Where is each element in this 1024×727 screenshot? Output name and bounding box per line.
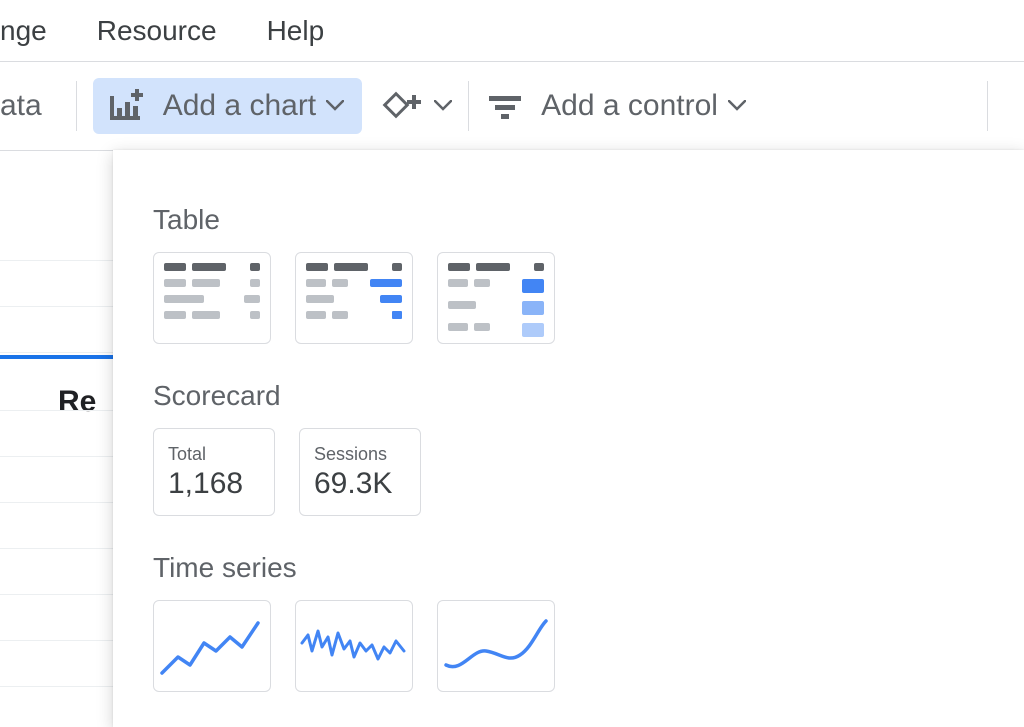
chevron-down-icon: [728, 100, 746, 112]
menu-item-help[interactable]: Help: [267, 15, 325, 47]
add-data-button[interactable]: ata: [0, 89, 60, 123]
chart-type-scorecard-compact[interactable]: Sessions 69.3K: [299, 428, 421, 516]
add-chart-label: Add a chart: [163, 89, 316, 123]
menubar: nge Resource Help: [0, 0, 1024, 62]
chart-category-title: Scorecard: [153, 380, 984, 412]
chart-type-table[interactable]: [153, 252, 271, 344]
chart-type-timeseries-line[interactable]: [153, 600, 271, 692]
canvas-grid: [0, 410, 114, 727]
chart-type-timeseries-spark[interactable]: [295, 600, 413, 692]
filter-icon: [485, 92, 525, 120]
scorecard-thumb-label: Sessions: [314, 444, 406, 465]
community-viz-button[interactable]: [382, 91, 452, 121]
chart-type-table-bars[interactable]: [295, 252, 413, 344]
menu-item-arrange[interactable]: nge: [0, 15, 47, 47]
selected-cell-top-border: [0, 355, 113, 359]
chevron-down-icon: [326, 100, 344, 112]
chart-type-scorecard[interactable]: Total 1,168: [153, 428, 275, 516]
community-viz-icon: [382, 91, 428, 121]
toolbar: ata Add a chart: [0, 62, 1024, 150]
canvas-grid: [0, 215, 114, 350]
scorecard-thumb-value: 69.3K: [314, 467, 406, 501]
chevron-down-icon: [434, 100, 452, 112]
add-chart-button[interactable]: Add a chart: [93, 78, 362, 134]
toolbar-separator: [468, 81, 469, 131]
add-control-label: Add a control: [541, 89, 718, 123]
add-chart-dropdown: Table Scorecard Total 1,168 Sessions: [113, 150, 1024, 727]
scorecard-thumb-label: Total: [168, 444, 260, 465]
add-data-label-fragment: ata: [0, 89, 42, 123]
chart-type-timeseries-smooth[interactable]: [437, 600, 555, 692]
chart-category-title: Time series: [153, 552, 984, 584]
toolbar-separator: [76, 81, 77, 131]
chart-type-table-heatmap[interactable]: [437, 252, 555, 344]
toolbar-separator: [987, 81, 988, 131]
chart-category-title: Table: [153, 204, 984, 236]
menu-item-resource[interactable]: Resource: [97, 15, 217, 47]
add-chart-icon: [107, 88, 151, 124]
scorecard-thumb-value: 1,168: [168, 467, 260, 501]
add-control-button[interactable]: Add a control: [485, 89, 746, 123]
